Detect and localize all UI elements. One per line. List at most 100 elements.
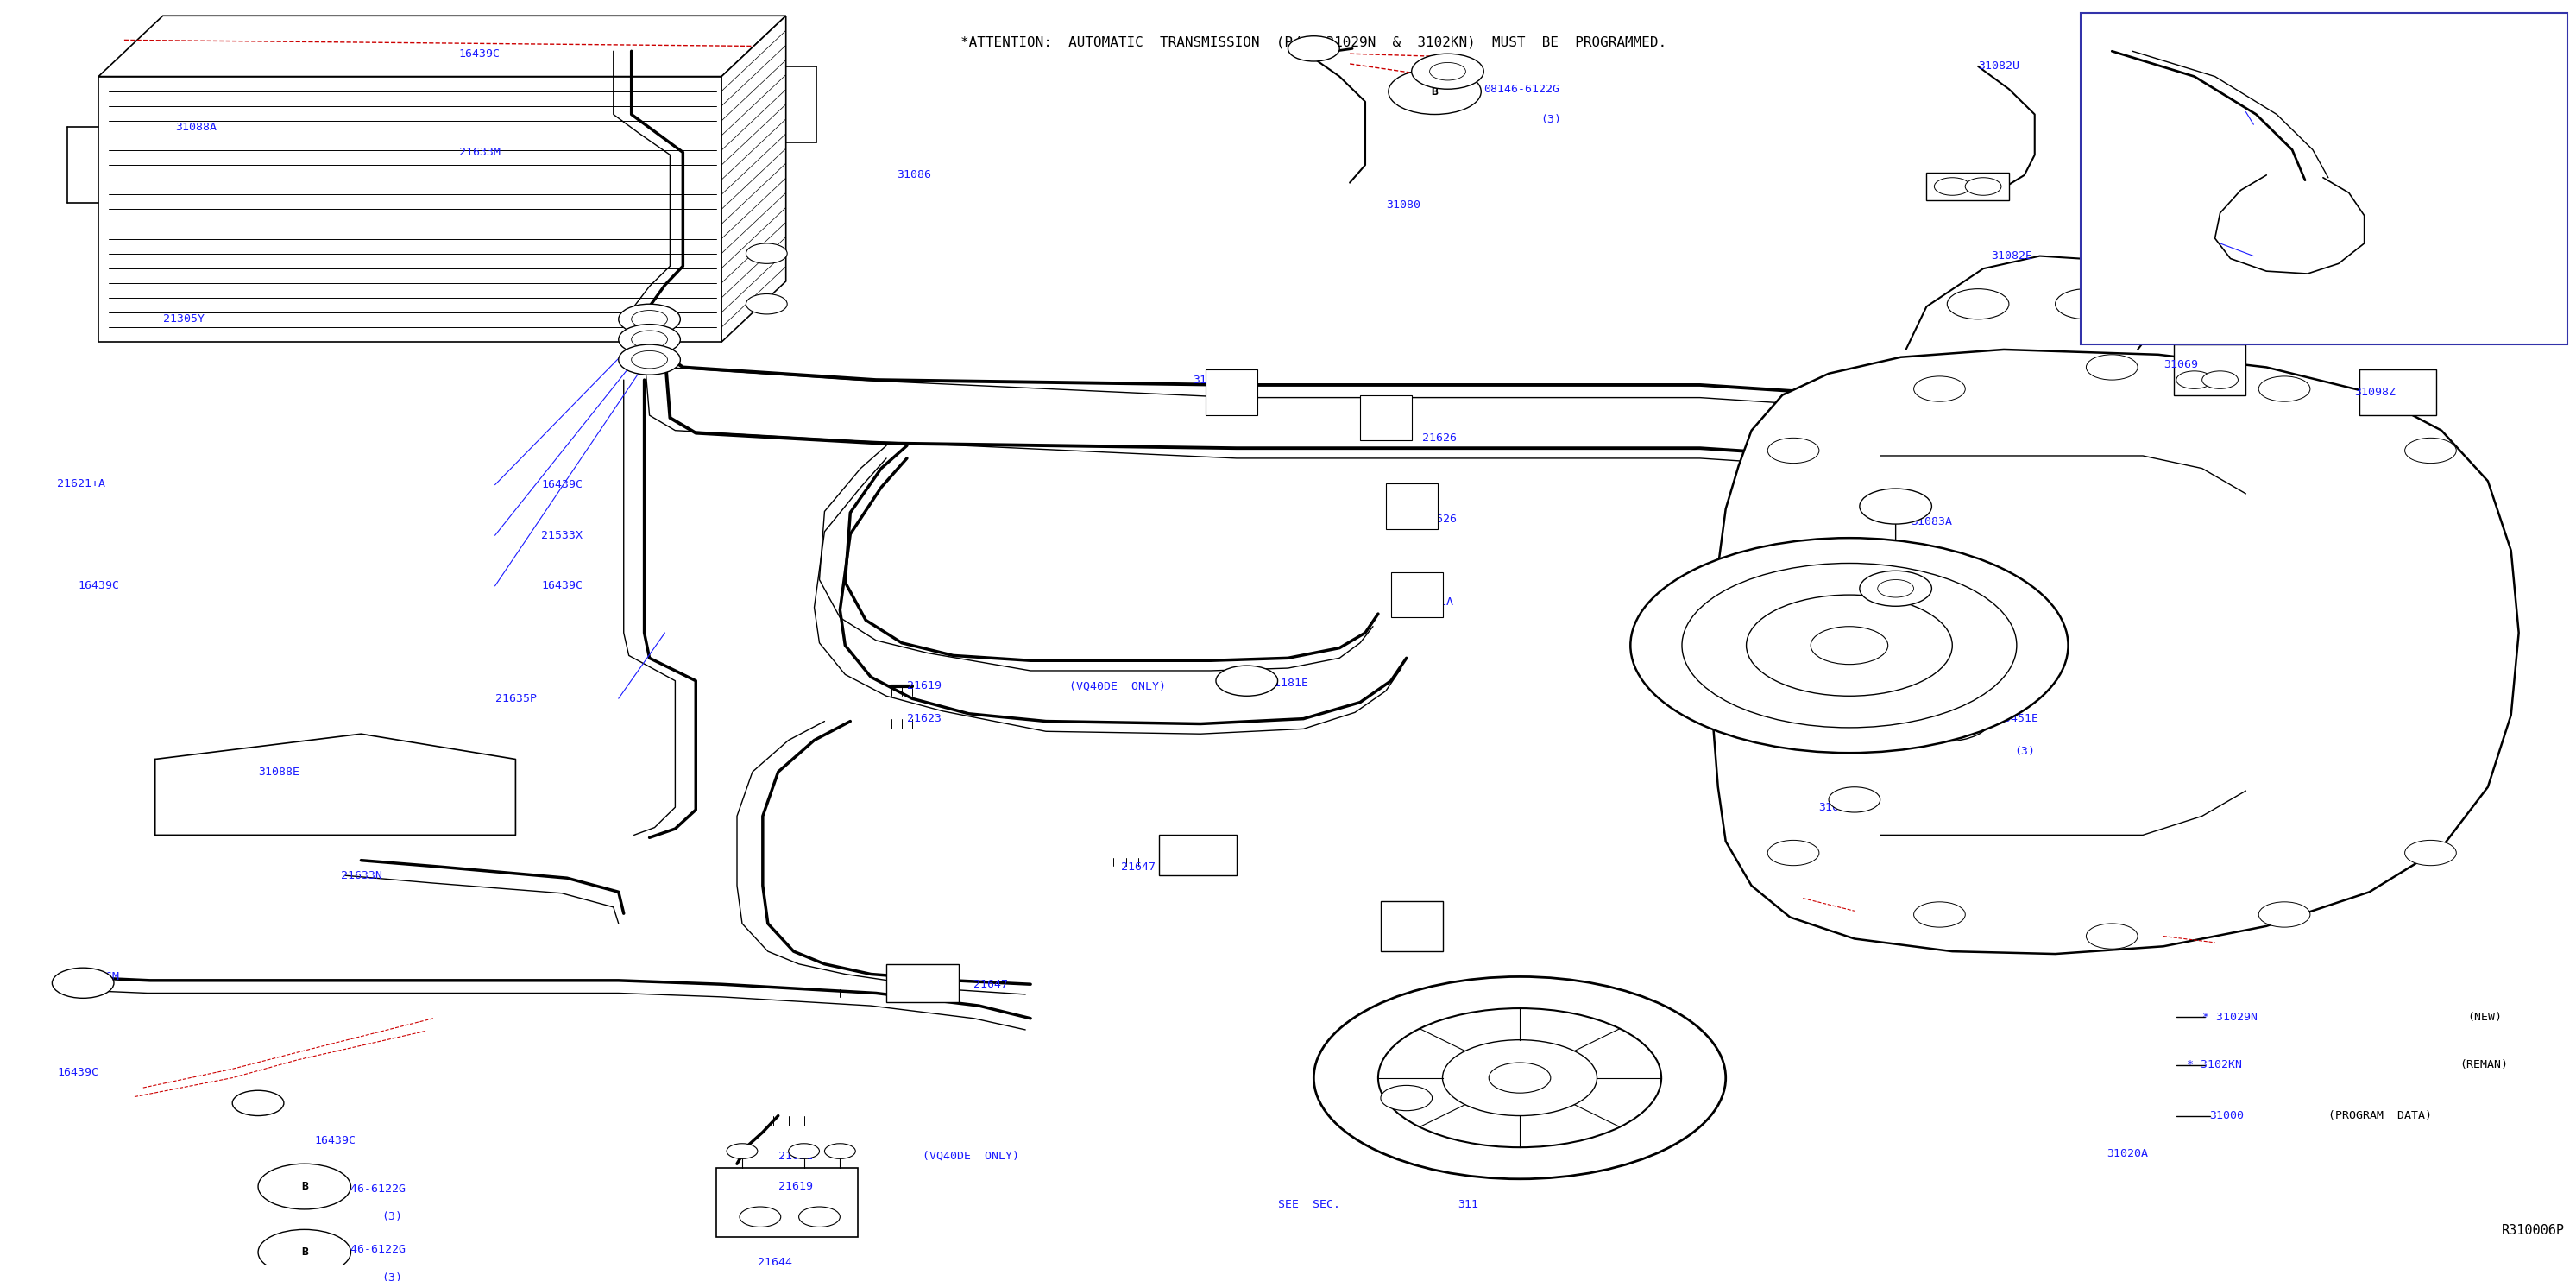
Text: 31088A: 31088A	[175, 122, 216, 133]
Circle shape	[258, 1230, 350, 1275]
Circle shape	[739, 1207, 781, 1227]
Text: 21626: 21626	[1422, 514, 1455, 525]
Circle shape	[1489, 1063, 1551, 1093]
Circle shape	[52, 968, 113, 998]
Text: 31088E: 31088E	[258, 766, 299, 778]
Circle shape	[631, 330, 667, 348]
Text: 21647: 21647	[1121, 861, 1154, 872]
Text: (VQ40DE  ONLY): (VQ40DE ONLY)	[1069, 680, 1167, 692]
Text: 21636M: 21636M	[77, 971, 118, 983]
Circle shape	[788, 1144, 819, 1159]
Circle shape	[1860, 571, 1932, 606]
Circle shape	[1430, 63, 1466, 81]
Text: (REMAN): (REMAN)	[2460, 1059, 2509, 1071]
Circle shape	[1388, 69, 1481, 114]
Bar	[2174, 345, 2246, 395]
Text: 21619: 21619	[907, 680, 940, 692]
Circle shape	[907, 974, 938, 989]
Text: 21305Y: 21305Y	[162, 314, 204, 325]
Polygon shape	[98, 15, 786, 77]
Text: (NEW): (NEW)	[2468, 1012, 2501, 1022]
Circle shape	[747, 293, 788, 314]
Circle shape	[1965, 178, 2002, 195]
Circle shape	[1860, 488, 1932, 524]
Circle shape	[1935, 178, 1971, 195]
Circle shape	[1767, 438, 1819, 464]
Text: 31000: 31000	[2210, 1111, 2244, 1121]
Circle shape	[2087, 355, 2138, 380]
Bar	[1206, 370, 1257, 415]
Text: B: B	[301, 1246, 309, 1258]
Text: 21621: 21621	[778, 1150, 811, 1162]
Text: 21623: 21623	[907, 714, 940, 724]
Text: 08146-6122G: 08146-6122G	[330, 1184, 407, 1195]
Circle shape	[618, 345, 680, 375]
Text: 31082E: 31082E	[2254, 119, 2295, 131]
Circle shape	[2259, 377, 2311, 401]
Text: * 3102KN: * 3102KN	[2187, 1059, 2241, 1071]
Circle shape	[2177, 371, 2213, 388]
Circle shape	[1682, 564, 2017, 728]
Text: B: B	[1432, 86, 1437, 97]
Circle shape	[631, 351, 667, 369]
Text: 16439C: 16439C	[77, 580, 118, 592]
Circle shape	[726, 1144, 757, 1159]
Text: B: B	[301, 1181, 309, 1193]
Bar	[98, 77, 721, 342]
Circle shape	[1914, 377, 1965, 401]
Text: 31083A: 31083A	[1911, 516, 1953, 526]
Text: 16439C: 16439C	[541, 479, 582, 491]
Circle shape	[1381, 1085, 1432, 1111]
Text: 21633M: 21633M	[459, 147, 500, 158]
Text: 16439C: 16439C	[541, 580, 582, 592]
Circle shape	[2087, 924, 2138, 949]
Bar	[1391, 573, 1443, 617]
Polygon shape	[721, 15, 786, 342]
Circle shape	[1443, 1040, 1597, 1116]
Circle shape	[1747, 594, 1953, 696]
Circle shape	[1811, 626, 1888, 665]
Text: 21635P: 21635P	[495, 693, 536, 705]
Text: 31098Z: 31098Z	[2354, 387, 2396, 398]
Text: * 31029N: * 31029N	[2202, 1012, 2257, 1022]
Text: 31081A: 31081A	[1193, 374, 1234, 386]
Text: 16439C: 16439C	[459, 49, 500, 59]
Circle shape	[1412, 54, 1484, 90]
Text: R310006P: R310006P	[2501, 1225, 2566, 1237]
Text: 16439C: 16439C	[314, 1135, 355, 1146]
Circle shape	[1182, 845, 1213, 861]
Text: 08124-0451E: 08124-0451E	[1963, 714, 2038, 724]
Circle shape	[232, 1090, 283, 1116]
Circle shape	[1378, 1008, 1662, 1148]
Text: 31069: 31069	[2164, 359, 2197, 370]
Text: 21647: 21647	[974, 979, 1007, 990]
Text: (PROGRAM  DATA): (PROGRAM DATA)	[2329, 1111, 2432, 1121]
Circle shape	[1947, 290, 2009, 319]
Text: (3): (3)	[381, 1212, 402, 1222]
Text: 31009: 31009	[1381, 1098, 1414, 1108]
Polygon shape	[1713, 350, 2519, 954]
Circle shape	[799, 1207, 840, 1227]
Text: 31082U: 31082U	[1978, 60, 2020, 72]
Text: 08146-6122G: 08146-6122G	[1484, 83, 1558, 95]
Circle shape	[2406, 438, 2458, 464]
Circle shape	[2406, 840, 2458, 866]
Bar	[1360, 395, 1412, 441]
Circle shape	[1767, 840, 1819, 866]
Bar	[1159, 835, 1236, 875]
Text: SEE  SEC.: SEE SEC.	[1278, 1199, 1340, 1209]
Bar	[1381, 901, 1443, 952]
Text: 21633N: 21633N	[340, 870, 381, 881]
Text: (3): (3)	[1540, 114, 1561, 126]
Text: (3): (3)	[381, 1272, 402, 1281]
Text: 31080: 31080	[1386, 200, 1419, 211]
Circle shape	[631, 310, 667, 328]
Text: 08146-6122G: 08146-6122G	[330, 1244, 407, 1255]
Text: 21533X: 21533X	[541, 530, 582, 541]
Circle shape	[1396, 913, 1427, 929]
Bar	[2081, 13, 2568, 345]
Text: 31082E: 31082E	[1991, 250, 2032, 261]
Bar	[1386, 483, 1437, 529]
Text: 31086: 31086	[896, 169, 930, 181]
Circle shape	[747, 243, 788, 264]
